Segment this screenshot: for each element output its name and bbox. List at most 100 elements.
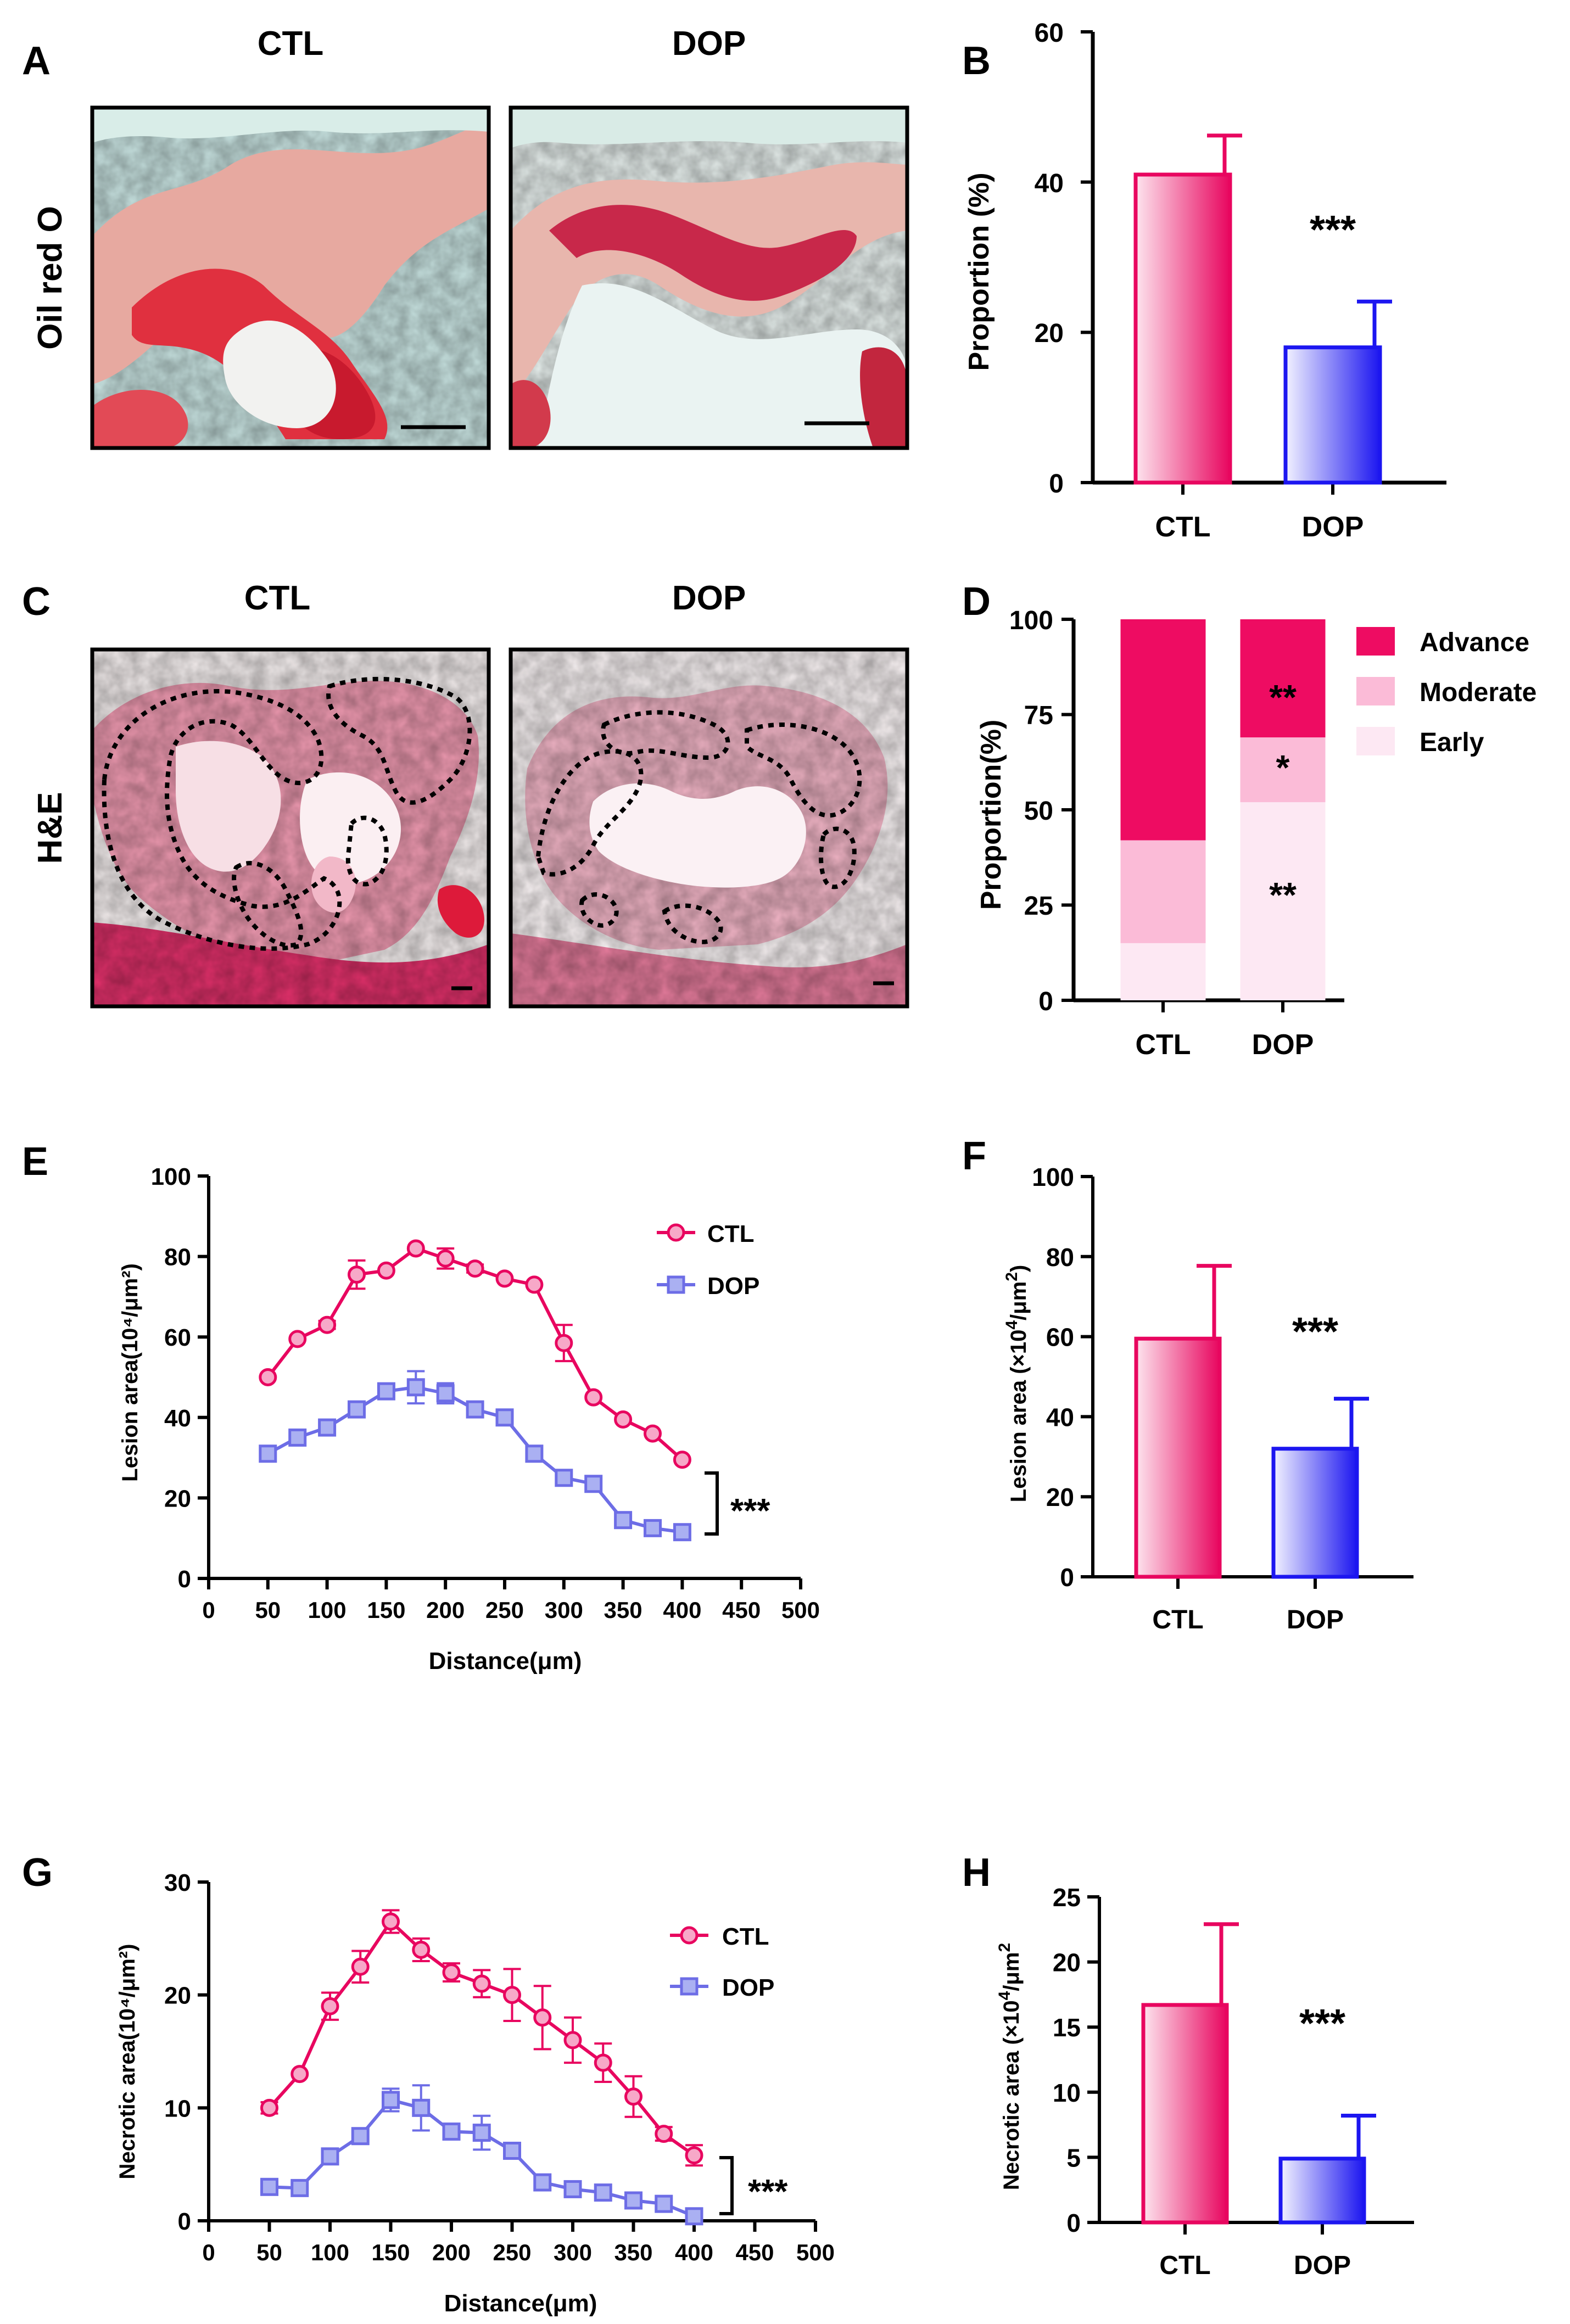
- panel-g-point-ctl: [472, 1974, 491, 1993]
- panel-e-point-ctl: [436, 1249, 455, 1268]
- panel-f-ytick-label: 100: [1032, 1163, 1074, 1191]
- panel-e-xtick-label: 200: [426, 1597, 465, 1623]
- panel-g-point-dop: [594, 2183, 612, 2202]
- panel-e: E Lesion area(10⁴/μm²) Distance(μm) 0 50 1…: [22, 1140, 820, 1675]
- panel-e-point-ctl: [673, 1451, 691, 1469]
- panel-e-xtick-label: 400: [663, 1597, 701, 1623]
- bar-dop: [1278, 2157, 1366, 2225]
- panel-d-annot-advance: **: [1269, 677, 1297, 717]
- oil-red-o-ctl-frame: [90, 105, 491, 450]
- panel-h-significance: ***: [1299, 2002, 1345, 2046]
- bar-ctl: [1141, 2003, 1229, 2225]
- panel-b-ytick-label: 20: [1035, 319, 1064, 348]
- panel-a-dop-header: DOP: [672, 25, 746, 63]
- legend-label-dop: DOP: [707, 1273, 759, 1300]
- panel-g-xtick-label: 300: [554, 2239, 592, 2265]
- panel-h-ylabel-mid: /μm: [999, 1952, 1024, 1991]
- panel-h-letter: H: [962, 1851, 991, 1895]
- panel-h-ylabel-sup1: 4: [996, 1991, 1014, 2000]
- panel-e-xtick-label: 50: [255, 1597, 281, 1623]
- panel-a-ctl-header: CTL: [258, 25, 324, 63]
- panel-d-ytick-label: 50: [1024, 797, 1053, 826]
- panel-e-significance-bracket: [705, 1471, 719, 1536]
- legend-label-ctl: CTL: [722, 1923, 769, 1950]
- panel-g-xtick-label: 350: [614, 2239, 652, 2265]
- panel-e-point-dop: [377, 1382, 395, 1401]
- panel-f-ylabel: Lesion area (×104/μm2): [1003, 1265, 1031, 1502]
- panel-e-ytick-label: 20: [164, 1485, 191, 1512]
- panel-g-point-dop: [260, 2177, 278, 2196]
- panel-e-ytick-label: 80: [164, 1244, 191, 1271]
- panel-h-ytick-label: 20: [1053, 1948, 1081, 1977]
- panel-h-ytick-label: 25: [1053, 1883, 1081, 1912]
- panel-e-point-ctl: [377, 1261, 395, 1280]
- stacked-bar-ctl-moderate: [1120, 840, 1206, 943]
- panel-g-point-ctl: [563, 2031, 582, 2049]
- panel-g-point-ctl: [321, 1997, 339, 2015]
- panel-e-point-dop: [406, 1378, 425, 1397]
- panel-e-ytick-label: 60: [164, 1324, 191, 1351]
- oil-red-o-dop-frame: [509, 105, 909, 450]
- he-dop-image: [511, 649, 907, 1006]
- panel-f-significance: ***: [1292, 1310, 1338, 1354]
- panel-e-xtick-label: 500: [781, 1597, 820, 1623]
- panel-b-significance: ***: [1310, 208, 1356, 252]
- panel-g-xtick-label: 100: [311, 2239, 349, 2265]
- panel-e-point-dop: [614, 1511, 633, 1530]
- legend-label-dop: DOP: [722, 1974, 774, 2001]
- panel-e-xtick-label: 150: [367, 1597, 405, 1623]
- panel-g-significance-bracket: [719, 2156, 734, 2215]
- panel-g-ytick-label: 30: [164, 1869, 191, 1896]
- panel-g-point-ctl: [594, 2053, 612, 2072]
- panel-g-point-ctl: [290, 2065, 309, 2084]
- panel-d-letter: D: [962, 580, 991, 624]
- panel-g-point-dop: [624, 2191, 642, 2210]
- panel-d-yaxis: 0 25 50 75 100: [1009, 606, 1284, 1016]
- panel-e-point-ctl: [614, 1410, 633, 1429]
- bar-dop: [1271, 1447, 1359, 1579]
- panel-d-ytick-label: 75: [1024, 701, 1053, 730]
- panel-e-point-dop: [644, 1519, 662, 1537]
- panel-e-xtick-label: 0: [202, 1597, 215, 1623]
- panel-e-letter: E: [22, 1140, 48, 1184]
- panel-f-letter: F: [962, 1134, 986, 1178]
- panel-g-point-dop: [472, 2124, 491, 2142]
- panel-g-point-dop: [533, 2173, 552, 2192]
- panel-e-ylabel: Lesion area(10⁴/μm²): [118, 1263, 142, 1482]
- panel-g-point-ctl: [533, 2008, 552, 2027]
- panel-g-point-dop: [563, 2180, 582, 2198]
- panel-e-point-dop: [584, 1475, 603, 1493]
- panel-h-ytick-label: 0: [1066, 2209, 1081, 2237]
- panel-g-point-dop: [382, 2091, 400, 2109]
- panel-g-point-ctl: [685, 2146, 703, 2165]
- panel-d: D Proportion(%) 0 25 50 75 100 CTL DOP *…: [962, 580, 1537, 1061]
- panel-e-point-dop: [555, 1469, 573, 1487]
- stacked-bar-ctl-early: [1120, 943, 1206, 1000]
- panel-g-xtick-label: 450: [735, 2239, 774, 2265]
- legend-marker-ctl: [680, 1926, 699, 1945]
- panel-e-point-ctl: [555, 1334, 573, 1352]
- panel-e-ytick-label: 40: [164, 1405, 191, 1432]
- panel-g-point-ctl: [442, 1963, 461, 1982]
- panel-e-point-ctl: [525, 1275, 544, 1294]
- stacked-bar-ctl-advance: [1120, 619, 1206, 841]
- panel-b-ytick-label: 40: [1035, 169, 1064, 198]
- panel-h-ytick-label: 10: [1053, 2079, 1081, 2107]
- panel-d-ytick-label: 0: [1038, 987, 1053, 1016]
- panel-e-xtick-label: 300: [545, 1597, 583, 1623]
- panel-f-ylabel-mid: /μm: [1007, 1281, 1031, 1320]
- panel-h-ylabel: Necrotic area (×104/μm2: [996, 1943, 1024, 2190]
- panel-g-point-ctl: [503, 1986, 521, 2004]
- he-dop-frame: [509, 647, 909, 1009]
- legend-label-advance: Advance: [1420, 628, 1529, 657]
- panel-g-xtick-label: 500: [796, 2239, 835, 2265]
- panel-e-point-dop: [318, 1418, 337, 1437]
- legend-swatch-early: [1356, 727, 1395, 755]
- legend-marker-ctl: [667, 1223, 685, 1242]
- panel-f: F Lesion area (×104/μm2) 0 20 40 60 80 100 CT…: [962, 1134, 1413, 1634]
- panel-g-ylabel: Necrotic area(10⁴/μm²): [115, 1944, 139, 2180]
- panel-g-xtick-label: 150: [371, 2239, 410, 2265]
- panel-g-point-dop: [351, 2127, 370, 2146]
- panel-g-xtick-label: 0: [202, 2239, 215, 2265]
